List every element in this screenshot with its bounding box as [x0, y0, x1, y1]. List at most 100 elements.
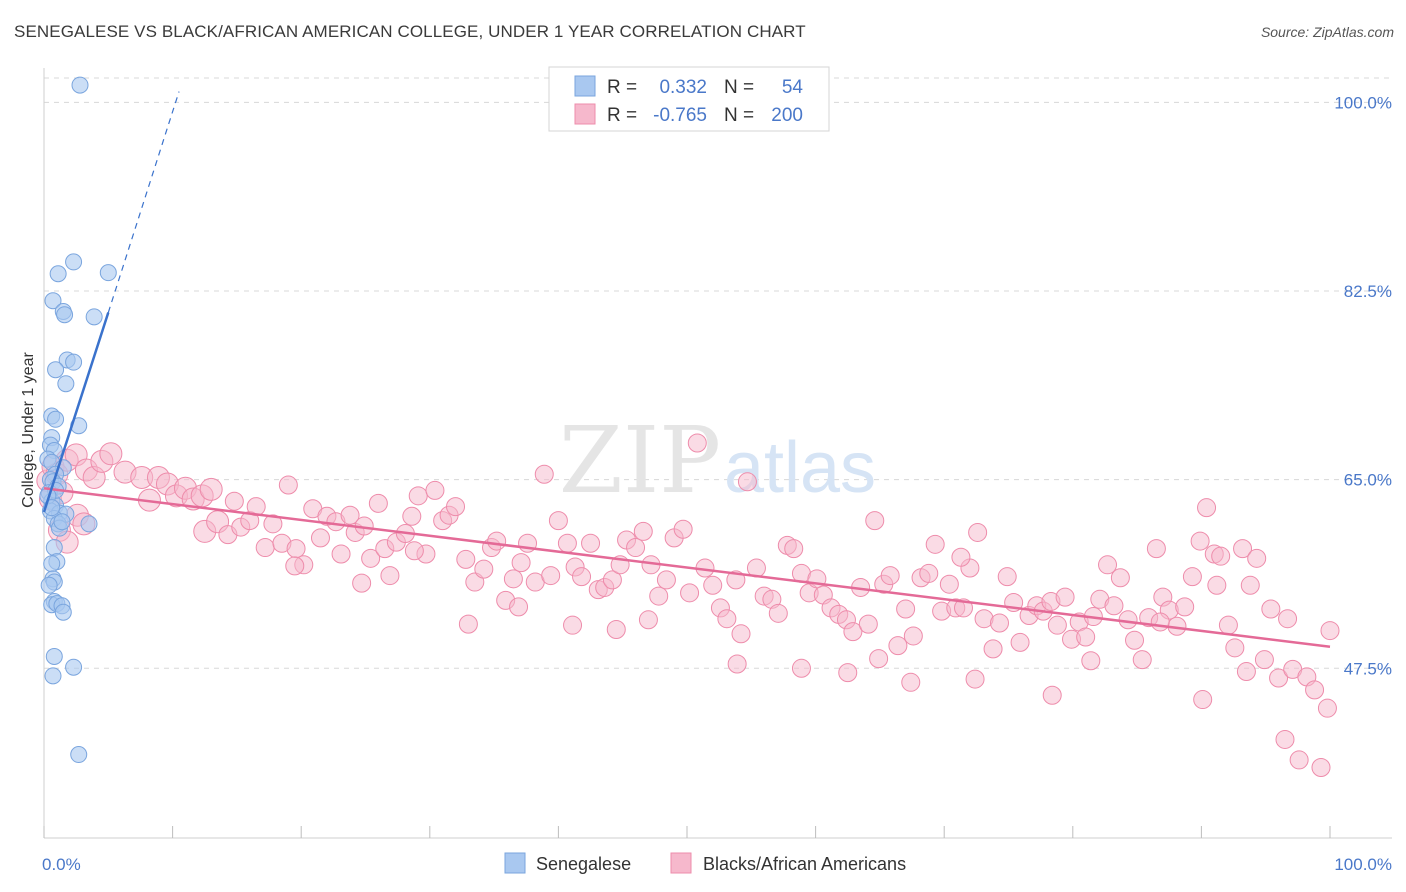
black-point — [1218, 615, 1238, 635]
black-point — [352, 573, 372, 593]
black-point — [1289, 750, 1309, 770]
black-point — [1305, 680, 1325, 700]
black-point — [361, 548, 381, 568]
black-point — [456, 549, 476, 569]
senegalese-point — [65, 658, 83, 676]
black-point — [997, 567, 1017, 587]
legend-n-value: 54 — [782, 77, 804, 98]
black-point — [534, 464, 554, 484]
black-point — [1150, 612, 1170, 632]
legend-n-label: N = — [724, 105, 754, 126]
black-point — [1190, 531, 1210, 551]
black-point — [285, 556, 305, 576]
black-point — [919, 563, 939, 583]
black-point — [680, 583, 700, 603]
black-point — [572, 567, 592, 587]
black-point — [1261, 599, 1281, 619]
black-point — [1278, 609, 1298, 629]
black-point — [446, 497, 466, 517]
black-point — [425, 480, 445, 500]
black-point — [458, 614, 478, 634]
black-point — [626, 538, 646, 558]
black-point — [888, 636, 908, 656]
legend-r-label: R = — [607, 77, 637, 98]
senegalese-trend-extension — [107, 91, 180, 313]
black-point — [717, 609, 737, 629]
senegalese-point — [44, 292, 62, 310]
black-point — [380, 566, 400, 586]
black-point — [843, 622, 863, 642]
black-point — [557, 533, 577, 553]
black-point — [278, 475, 298, 495]
senegalese-trend-line — [42, 312, 110, 513]
black-point — [99, 442, 123, 466]
black-point — [726, 570, 746, 590]
black-point — [1254, 650, 1274, 670]
senegalese-point — [47, 361, 65, 379]
black-point — [1047, 615, 1067, 635]
senegalese-point — [80, 515, 98, 533]
senegalese-point — [53, 513, 71, 531]
black-point — [511, 553, 531, 573]
senegalese-point — [47, 410, 65, 428]
black-point — [869, 649, 889, 669]
y-tick-label: 100.0% — [1334, 93, 1392, 112]
senegalese-point — [45, 539, 63, 557]
black-point — [368, 493, 388, 513]
black-point — [310, 528, 330, 548]
black-point — [1055, 587, 1075, 607]
series-legend-label: Senegalese — [536, 854, 631, 874]
senegalese-point — [57, 375, 75, 393]
black-point — [563, 615, 583, 635]
black-point — [1236, 662, 1256, 682]
senegalese-point — [56, 306, 74, 324]
senegalese-point — [49, 265, 67, 283]
black-point — [286, 539, 306, 559]
black-point — [638, 610, 658, 630]
black-point — [1211, 546, 1231, 566]
black-point — [509, 597, 529, 617]
stats-legend: R = 0.332 N = 54 R = -0.765 N = 200 — [548, 66, 830, 132]
black-point — [1275, 729, 1295, 749]
black-point — [1320, 621, 1340, 641]
black-point — [1104, 596, 1124, 616]
black-point — [965, 669, 985, 689]
black-point — [1247, 548, 1267, 568]
legend-r-label: R = — [607, 105, 637, 126]
black-point — [581, 533, 601, 553]
black-point — [673, 519, 693, 539]
y-tick-label: 65.0% — [1344, 471, 1392, 490]
y-tick-label: 82.5% — [1344, 282, 1392, 301]
black-point — [1110, 568, 1130, 588]
black-point — [1182, 567, 1202, 587]
black-point — [606, 619, 626, 639]
series-legend-swatch — [670, 852, 692, 874]
black-point — [903, 626, 923, 646]
senegalese-point — [99, 264, 117, 282]
black-point — [896, 599, 916, 619]
black-point — [633, 521, 653, 541]
black-point — [1311, 757, 1331, 777]
black-point — [465, 572, 485, 592]
senegalese-point — [85, 308, 103, 326]
y-tick-label: 47.5% — [1344, 659, 1392, 678]
series-legend: Senegalese Blacks/African Americans — [504, 852, 906, 874]
stats-legend-box — [548, 66, 830, 132]
black-point — [503, 569, 523, 589]
black-trend-line — [43, 487, 1331, 648]
black-point — [989, 613, 1009, 633]
black-point — [255, 538, 275, 558]
black-point — [1207, 575, 1227, 595]
black-point — [487, 531, 507, 551]
black-point — [983, 639, 1003, 659]
senegalese-point — [71, 76, 89, 94]
legend-swatch — [574, 103, 596, 125]
black-point — [656, 570, 676, 590]
black-point — [404, 541, 424, 561]
senegalese-point — [40, 576, 58, 594]
black-point — [968, 522, 988, 542]
black-point — [880, 566, 900, 586]
black-point — [858, 614, 878, 634]
black-point — [224, 491, 244, 511]
black-point — [548, 511, 568, 531]
